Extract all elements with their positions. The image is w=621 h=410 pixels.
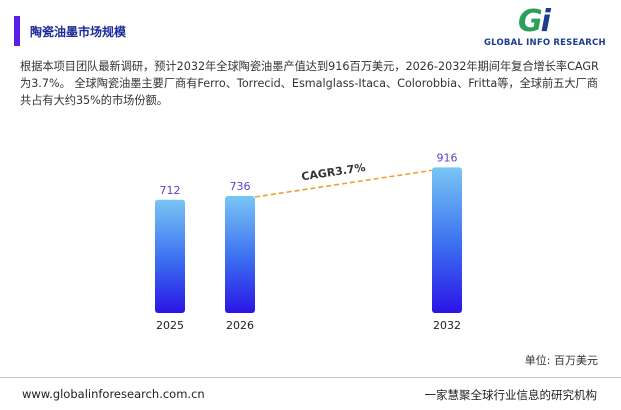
logo-mark: Gi	[518, 4, 551, 39]
footer-separator	[0, 377, 621, 378]
header-accent	[14, 16, 20, 46]
description: 根据本项目团队最新调研，预计2032年全球陶瓷油墨产值达到916百万美元，202…	[20, 60, 599, 107]
x-tick-label: 2025	[156, 319, 184, 332]
value-label: 712	[160, 184, 181, 197]
header-title: 陶瓷油墨市场规模	[30, 25, 127, 39]
x-tick-label: 2032	[433, 319, 461, 332]
x-tick-label: 2026	[226, 319, 254, 332]
footer-website: www.globalinforesearch.com.cn	[22, 387, 205, 401]
cagr-label: CAGR3.7%	[301, 161, 367, 183]
unit-label: 单位: 百万美元	[525, 353, 598, 367]
value-label: 736	[230, 180, 251, 193]
bar	[432, 167, 462, 313]
bar	[225, 195, 255, 313]
bar	[155, 199, 185, 313]
logo-text: GLOBAL INFO RESEARCH	[484, 38, 606, 48]
footer-slogan: 一家慧聚全球行业信息的研究机构	[424, 388, 598, 402]
cagr-line	[254, 169, 433, 198]
value-label: 916	[437, 151, 458, 164]
